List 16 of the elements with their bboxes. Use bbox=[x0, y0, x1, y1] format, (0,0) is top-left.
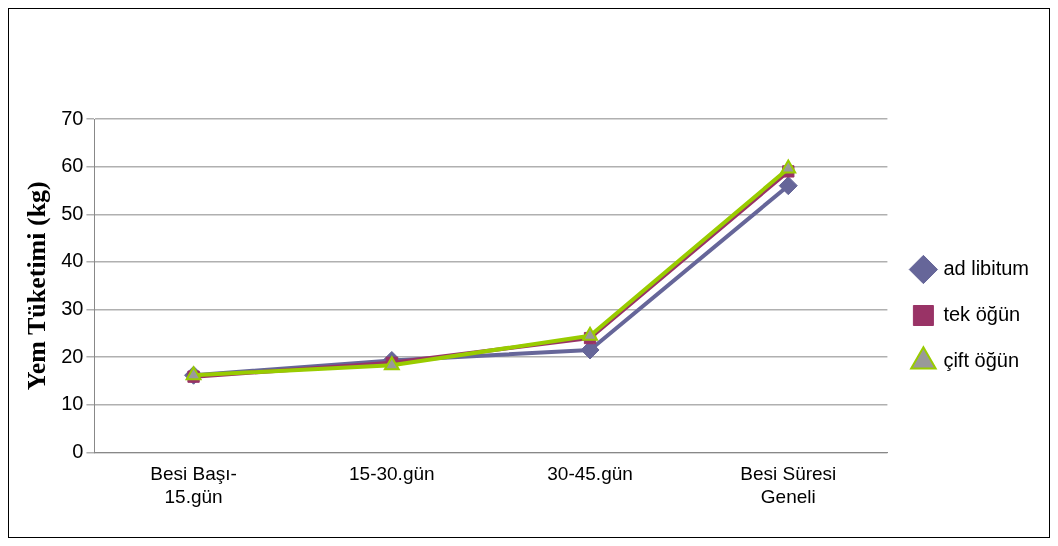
y-tick-label: 20 bbox=[61, 344, 84, 367]
x-tick-label: Besi Süresi Geneli bbox=[740, 463, 837, 507]
legend-label: ad libitum bbox=[943, 257, 1030, 280]
y-tick-label: 40 bbox=[61, 249, 84, 272]
legend-label: çift öğün bbox=[943, 349, 1020, 372]
x-tick-label: Besi Başı- 15.gün bbox=[150, 463, 237, 507]
x-tick-label: 15-30.gün bbox=[349, 463, 435, 485]
y-tick-label: 30 bbox=[61, 297, 84, 320]
y-tick-label: 0 bbox=[72, 439, 84, 462]
y-tick-label: 10 bbox=[61, 392, 84, 415]
y-tick-label: 60 bbox=[61, 154, 84, 177]
legend-label: tek öğün bbox=[943, 303, 1021, 326]
y-tick-label: 70 bbox=[61, 106, 84, 129]
y-axis-title: Yem Tüketimi (kg) bbox=[22, 181, 52, 391]
x-tick-label: 30-45.gün bbox=[547, 463, 633, 485]
y-tick-label: 50 bbox=[61, 201, 84, 224]
